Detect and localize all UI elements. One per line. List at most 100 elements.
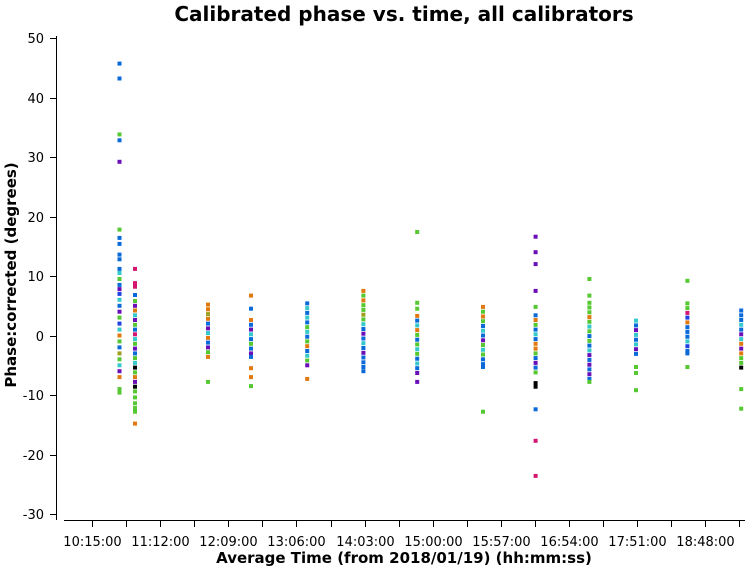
data-point (117, 303, 122, 308)
chart-title: Calibrated phase vs. time, all calibrato… (174, 2, 633, 26)
data-point (587, 367, 592, 372)
data-point (249, 341, 253, 346)
data-point (206, 321, 210, 326)
data-point (415, 323, 420, 328)
data-point (133, 356, 137, 361)
data-point (587, 357, 592, 362)
data-point (117, 375, 122, 380)
data-point (133, 266, 137, 271)
x-axis-ticks: 10:15:00 11:12:00 12:09:00 13:06:00 14:03:00… (63, 520, 740, 550)
data-point (685, 325, 690, 330)
data-point (133, 421, 137, 426)
data-point (587, 293, 592, 298)
data-point (361, 303, 366, 308)
data-point (739, 313, 744, 318)
data-point (133, 409, 137, 414)
data-point (361, 312, 366, 317)
data-point (739, 327, 744, 332)
data-point (305, 353, 310, 358)
data-point (481, 357, 485, 362)
data-point (533, 318, 538, 322)
data-point (305, 315, 310, 320)
data-point (117, 309, 122, 314)
data-point (133, 299, 137, 303)
data-point (117, 339, 122, 344)
y-tick-label: -30 (23, 508, 44, 523)
data-point (361, 322, 366, 327)
data-point (361, 293, 366, 298)
data-point (685, 306, 690, 311)
data-point (249, 346, 253, 351)
data-point (305, 325, 310, 330)
data-point (249, 375, 253, 380)
data-point (361, 331, 366, 336)
data-point (117, 291, 122, 296)
data-point (361, 288, 366, 293)
data-point (587, 334, 592, 339)
data-point (117, 132, 122, 137)
data-point (133, 370, 137, 375)
data-point (739, 318, 744, 322)
data-point (739, 308, 744, 313)
data-point (587, 348, 592, 353)
data-point (133, 384, 137, 389)
data-point (634, 371, 638, 375)
data-point (133, 308, 137, 313)
data-point (481, 304, 485, 309)
data-point (481, 319, 485, 324)
data-point (117, 357, 122, 362)
data-point (117, 333, 122, 338)
data-point (634, 332, 638, 337)
x-axis-label: Average Time (from 2018/01/19) (hh:mm:ss… (216, 549, 592, 567)
data-point (361, 317, 366, 322)
data-point (481, 347, 485, 352)
data-point (634, 328, 638, 333)
data-point (305, 310, 310, 315)
data-point (117, 271, 122, 275)
data-point (206, 326, 210, 331)
data-point (533, 365, 538, 370)
data-point (587, 310, 592, 315)
data-point (533, 234, 538, 239)
data-point (533, 473, 538, 478)
data-point (634, 365, 638, 369)
data-point (361, 355, 366, 360)
data-point (533, 262, 538, 267)
data-point (739, 365, 744, 370)
data-point (739, 337, 744, 342)
data-point (249, 366, 253, 371)
data-point (634, 347, 638, 352)
data-point (305, 344, 310, 349)
data-point (133, 360, 137, 365)
data-point (587, 329, 592, 334)
data-point (206, 335, 210, 340)
data-point (415, 332, 420, 337)
data-point (634, 388, 638, 393)
data-point (117, 277, 122, 281)
data-point (117, 241, 122, 246)
data-point (481, 362, 485, 367)
data-point (685, 349, 690, 353)
data-point (305, 339, 310, 344)
data-point (117, 315, 122, 320)
x-tick-label: 17:51:00 (608, 535, 666, 550)
data-point (634, 323, 638, 328)
data-point (361, 341, 366, 346)
data-point (305, 301, 310, 306)
y-tick-label: 0 (36, 330, 44, 345)
data-point (117, 351, 122, 356)
data-point (481, 324, 485, 328)
data-point (685, 301, 690, 306)
data-point (305, 329, 310, 334)
data-point (739, 406, 744, 411)
data-point (739, 332, 744, 337)
data-point (133, 401, 137, 406)
data-point (206, 350, 210, 355)
data-point (587, 372, 592, 377)
data-point (117, 76, 122, 81)
data-point (685, 315, 690, 320)
data-point (133, 284, 137, 289)
data-point (415, 347, 420, 352)
data-point (481, 409, 485, 414)
